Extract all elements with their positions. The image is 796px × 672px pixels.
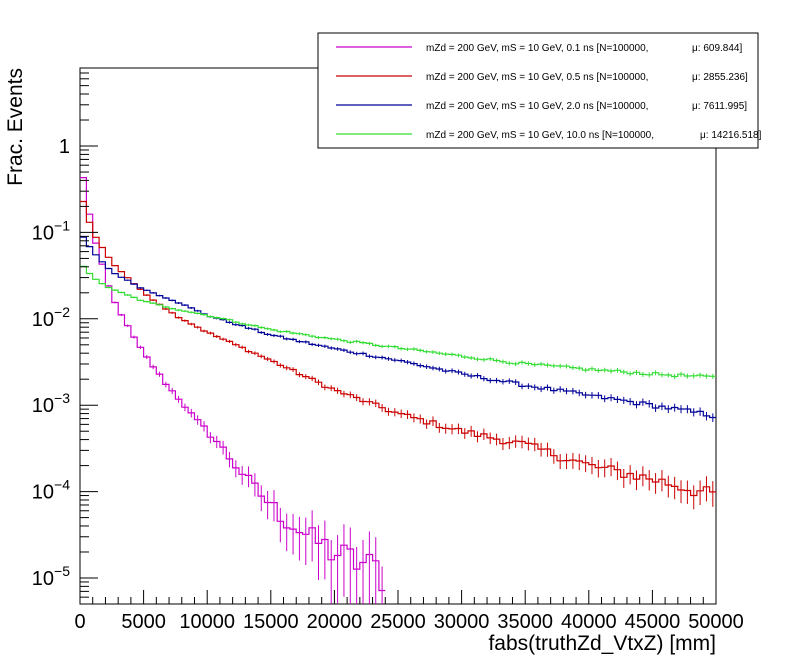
y-tick-label: 10−4 — [32, 477, 70, 504]
y-tick-label: 10−2 — [32, 304, 70, 331]
legend-box — [317, 32, 759, 149]
y-tick-label: 1 — [59, 136, 70, 158]
x-tick-label: 45000 — [625, 611, 681, 633]
series-1 — [80, 200, 716, 510]
x-tick-label: 25000 — [370, 611, 426, 633]
legend-entry: mZd = 200 GeV, mS = 10 GeV, 0.1 ns [N=10… — [336, 43, 742, 54]
y-tick-label: 10−1 — [32, 217, 70, 244]
ticks-layer: 0 5000 10000 15000 20000 25000 30000 35000 40000… — [32, 67, 744, 633]
legend: mZd = 200 GeV, mS = 10 GeV, 0.1 ns [N=10… — [317, 32, 762, 149]
series-0 — [80, 177, 386, 604]
series-3 — [80, 265, 716, 380]
legend-label: mZd = 200 GeV, mS = 10 GeV, 10.0 ns [N=1… — [426, 130, 654, 141]
series-line — [80, 265, 716, 378]
legend-mean: μ: 14216.518] — [700, 130, 762, 141]
legend-mean: μ: 2855.236] — [692, 72, 748, 83]
series-2 — [80, 236, 716, 423]
x-tick-label: 5000 — [121, 611, 166, 633]
x-axis-label: fabs(truthZd_VtxZ) [mm] — [488, 632, 716, 655]
legend-label: mZd = 200 GeV, mS = 10 GeV, 0.1 ns [N=10… — [426, 43, 648, 54]
legend-entry: mZd = 200 GeV, mS = 10 GeV, 0.5 ns [N=10… — [336, 72, 748, 83]
x-tick-label: 40000 — [561, 611, 617, 633]
legend-entry: mZd = 200 GeV, mS = 10 GeV, 2.0 ns [N=10… — [336, 101, 747, 112]
x-tick-label: 50000 — [688, 611, 744, 633]
series-line — [80, 200, 716, 497]
x-tick-label: 10000 — [179, 611, 235, 633]
x-tick-label: 35000 — [497, 611, 553, 633]
y-tick-label: 10−5 — [32, 563, 70, 590]
legend-label: mZd = 200 GeV, mS = 10 GeV, 0.5 ns [N=10… — [426, 72, 648, 83]
series-layer — [80, 177, 716, 604]
series-line — [80, 236, 716, 419]
x-tick-label: 0 — [74, 611, 85, 633]
legend-mean: μ: 7611.995] — [692, 101, 747, 112]
x-tick-label: 30000 — [434, 611, 490, 633]
legend-entry: mZd = 200 GeV, mS = 10 GeV, 10.0 ns [N=1… — [336, 130, 762, 141]
y-tick-label: 10−3 — [32, 390, 70, 417]
x-tick-label: 15000 — [243, 611, 299, 633]
legend-mean: μ: 609.844] — [692, 43, 742, 54]
y-axis-label: Frac. Events — [4, 68, 27, 186]
series-line — [80, 177, 386, 592]
legend-label: mZd = 200 GeV, mS = 10 GeV, 2.0 ns [N=10… — [426, 101, 648, 112]
x-tick-label: 20000 — [307, 611, 363, 633]
